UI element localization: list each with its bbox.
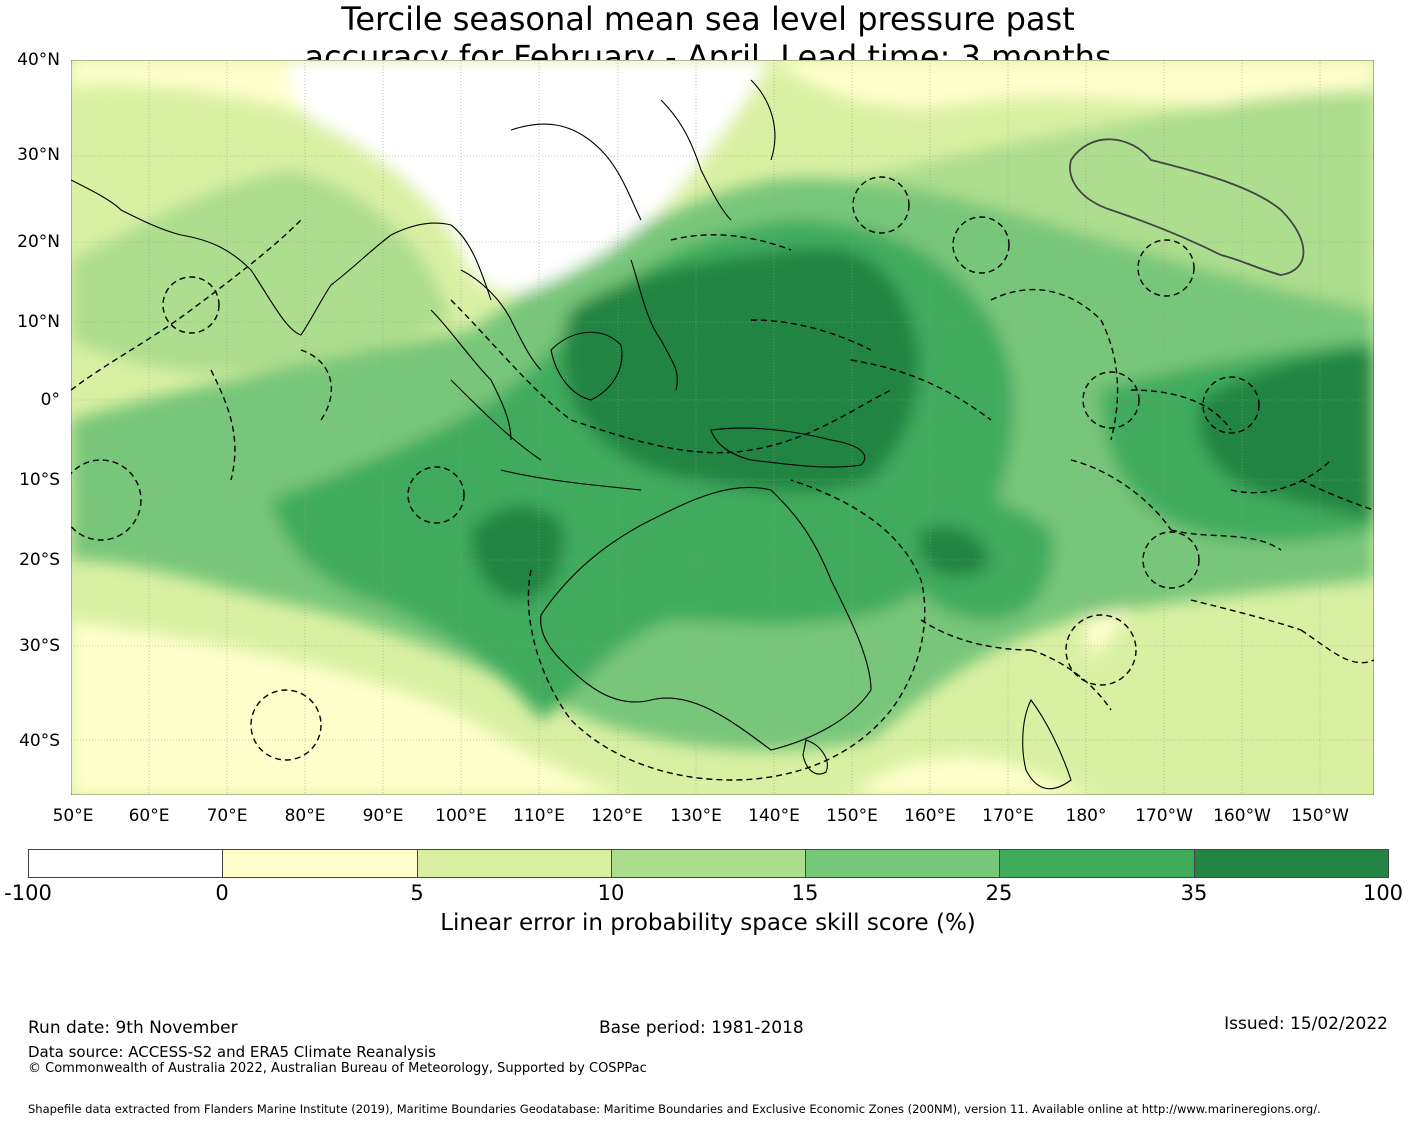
yellow-region-northeast <box>771 60 1374 108</box>
coastline-tasmania <box>802 739 828 775</box>
white-region-east-asia <box>289 60 771 293</box>
colorbar-tick: 15 <box>791 881 819 905</box>
lon-label-160e: 160°E <box>904 806 956 826</box>
map-canvas <box>70 59 1375 796</box>
colorbar-tick: 10 <box>597 881 625 905</box>
eez-circle-8 <box>1202 376 1260 434</box>
lat-label-40s: 40°S <box>19 731 60 751</box>
lon-label-170e: 170°E <box>982 806 1034 826</box>
dark-green-region-maritime <box>563 247 919 492</box>
coastline-borneo <box>550 331 623 401</box>
eez-circle-9 <box>1065 614 1137 686</box>
eez-circle-2 <box>407 466 465 524</box>
lon-label-80e: 80°E <box>284 806 326 826</box>
colorbar-tick: 35 <box>1180 881 1208 905</box>
data-source: Data source: ACCESS-S2 and ERA5 Climate … <box>28 1043 436 1061</box>
coastline-arabia-india <box>71 179 492 336</box>
skill-score-map <box>70 59 1375 796</box>
colorbar-segment-10-15 <box>610 849 807 878</box>
dark-green-region-pacific <box>1198 350 1374 520</box>
lat-label-40n: 40°N <box>17 50 60 70</box>
colorbar-tick: 100 <box>1362 881 1404 905</box>
lon-label-180: 180° <box>1065 806 1107 826</box>
lon-label-120e: 120°E <box>591 806 643 826</box>
coastline-indochina <box>430 269 542 441</box>
title-line-1: Tercile seasonal mean sea level pressure… <box>341 0 1075 38</box>
coastline-japan-china <box>510 79 776 221</box>
lon-label-170w: 170°W <box>1135 806 1193 826</box>
eez-circle-6 <box>1137 239 1195 297</box>
colorbar-segment-5-10 <box>416 849 612 878</box>
coastlines <box>71 79 1072 790</box>
lon-label-150w: 150°W <box>1291 806 1349 826</box>
lat-label-20n: 20°N <box>17 232 60 252</box>
issued-date: Issued: 15/02/2022 <box>1224 1014 1388 1034</box>
lon-label-150e: 150°E <box>826 806 878 826</box>
lat-label-20s: 20°S <box>19 550 60 570</box>
coastline-new-guinea <box>710 427 866 468</box>
colorbar-tick: -100 <box>4 881 52 905</box>
lon-label-130e: 130°E <box>670 806 722 826</box>
colorbar-segment-negative <box>28 849 224 878</box>
lon-label-110e: 110°E <box>513 806 565 826</box>
lon-label-160w: 160°W <box>1213 806 1271 826</box>
eez-boundaries <box>71 176 1374 781</box>
lat-label-0: 0° <box>40 390 60 410</box>
dark-green-region-south-indian <box>471 506 564 600</box>
coastline-sumatra-java <box>450 379 642 491</box>
run-date: Run date: 9th November <box>28 1018 238 1038</box>
graticule <box>71 60 1374 795</box>
eez-circle-3 <box>250 689 322 761</box>
eez-circle-10 <box>1142 531 1200 589</box>
copyright-notice: © Commonwealth of Australia 2022, Austra… <box>28 1061 647 1076</box>
map-title: Tercile seasonal mean sea level pressure… <box>0 0 1416 76</box>
lat-label-30s: 30°S <box>19 636 60 656</box>
eez-indian-ocean <box>71 219 332 481</box>
colorbar-segment-0-5 <box>222 849 418 878</box>
lon-label-70e: 70°E <box>206 806 248 826</box>
coastline-new-zealand <box>1022 698 1072 790</box>
eez-maritime <box>450 234 992 454</box>
eez-hawaii <box>1069 138 1305 276</box>
colorbar-tick: 0 <box>215 881 229 905</box>
colorbar-segment-35-100 <box>1193 849 1389 878</box>
colorbar-segment-15-25 <box>805 849 1001 878</box>
lat-label-10n: 10°N <box>17 312 60 332</box>
yellow-region-south <box>71 620 631 795</box>
lat-label-30n: 30°N <box>17 145 60 165</box>
base-period: Base period: 1981-2018 <box>599 1018 804 1038</box>
eez-circle-1 <box>71 459 142 541</box>
eez-australia <box>527 479 926 781</box>
eez-circle-7 <box>1082 371 1140 429</box>
eez-circle-5 <box>952 216 1010 274</box>
lon-label-140e: 140°E <box>748 806 800 826</box>
eez-pacific <box>990 288 1374 551</box>
lon-label-60e: 60°E <box>128 806 170 826</box>
colorbar <box>28 849 1389 878</box>
lon-label-100e: 100°E <box>435 806 487 826</box>
colorbar-tick: 25 <box>985 881 1013 905</box>
colorbar-tick: 5 <box>410 881 424 905</box>
colorbar-label: Linear error in probability space skill … <box>440 910 976 936</box>
shapefile-credit: Shapefile data extracted from Flanders M… <box>28 1102 1321 1116</box>
coastline-philippines <box>630 259 678 391</box>
eez-circle-11 <box>162 276 220 334</box>
dark-green-region-tasman <box>919 526 991 577</box>
eez-circle-4 <box>852 176 910 234</box>
colorbar-segment-25-35 <box>999 849 1195 878</box>
lon-label-50e: 50°E <box>52 806 94 826</box>
lat-label-10s: 10°S <box>19 470 60 490</box>
coastline-australia <box>540 486 872 751</box>
lon-label-90e: 90°E <box>362 806 404 826</box>
